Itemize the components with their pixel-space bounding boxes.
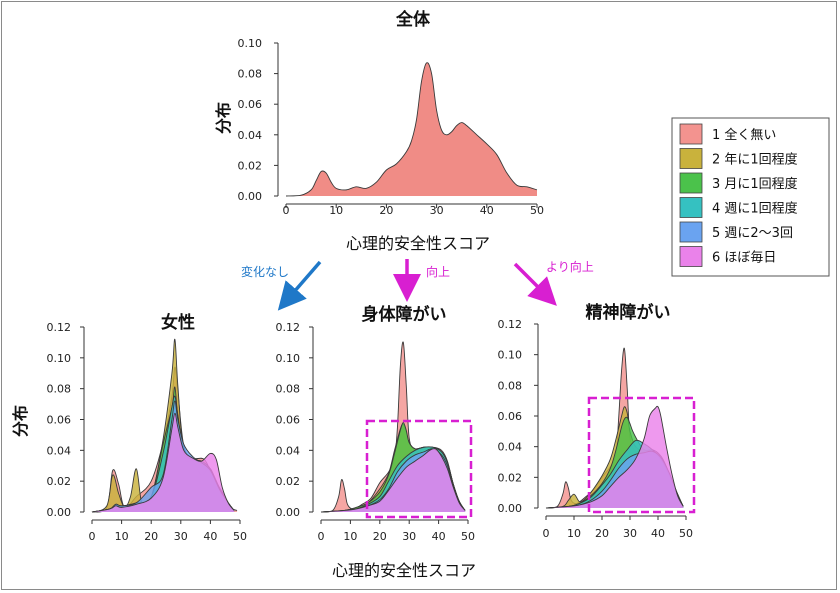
x-tick-label: 40 — [480, 204, 494, 217]
y-tick-label: 0.00 — [238, 190, 263, 203]
arrow-more-improved: より向上 — [513, 259, 594, 306]
y-tick-label: 0.04 — [238, 129, 263, 142]
y-tick-label: 0.08 — [276, 383, 301, 396]
legend-swatch — [679, 221, 703, 243]
x-tick-label: 40 — [432, 530, 446, 543]
density-area-series-6 — [92, 413, 235, 512]
y-tick-label: 0.00 — [498, 502, 523, 515]
y-tick-label: 0.02 — [47, 475, 72, 488]
x-tick-label: 0 — [318, 530, 325, 543]
legend-label: 5 週に2〜3回 — [712, 226, 793, 241]
y-tick-label: 0.10 — [47, 352, 72, 365]
x-tick-label: 30 — [430, 204, 444, 217]
y-tick-label: 0.06 — [238, 98, 263, 111]
panel-mental-disability: 精神障がい 0.00 0.02 0.04 0.06 0.08 0.10 0.12 0 10 20 3… — [498, 302, 694, 540]
x-tick-label: 20 — [379, 204, 393, 217]
density-line-series-1 — [285, 62, 538, 197]
legend-label: 6 ほぼ毎日 — [712, 250, 776, 266]
density-line-series-6 — [320, 448, 466, 513]
y-tick-label: 0.12 — [498, 318, 523, 331]
density-area-series-6 — [546, 406, 684, 508]
density-area-series-6 — [321, 448, 466, 512]
y-tick-label: 0.02 — [238, 159, 263, 172]
arrow-label: 向上 — [426, 264, 450, 279]
density-line-series-6 — [91, 412, 235, 513]
y-tick-label: 0.04 — [498, 441, 523, 454]
panel-title: 女性 — [161, 312, 195, 333]
highlight-box-physical — [365, 419, 473, 519]
y-tick-label: 0.06 — [498, 410, 523, 423]
x-tick-label: 50 — [233, 530, 247, 543]
y-tick-label: 0.12 — [47, 321, 72, 334]
x-tick-label: 40 — [651, 527, 665, 540]
x-tick-label: 50 — [461, 530, 475, 543]
legend-swatch — [679, 172, 703, 194]
legend: 1 全く無い 2 年に1回程度 3 月に1回程度 4 週に1回程度 5 週に2〜3回 6 … — [671, 117, 830, 277]
arrow-no-change: 変化なし — [241, 260, 322, 311]
x-tick-label: 10 — [567, 527, 581, 540]
panel-physical-disability: 身体障がい 心理的安全性スコア 0.00 0.02 0.04 0.06 0.08 0.10… — [276, 304, 477, 580]
x-tick-label: 30 — [623, 527, 637, 540]
y-axis-label: 分布 — [11, 405, 30, 437]
x-axis-label: 心理的安全性スコア — [332, 561, 476, 580]
density-line-series-6 — [545, 405, 684, 509]
y-tick-label: 0.00 — [276, 506, 301, 519]
x-tick-label: 20 — [144, 530, 158, 543]
x-tick-label: 30 — [402, 530, 416, 543]
x-tick-label: 10 — [329, 204, 343, 217]
legend-label: 3 月に1回程度 — [712, 176, 798, 192]
arrow-improved: 向上 — [393, 259, 450, 302]
y-tick-label: 0.04 — [47, 444, 72, 457]
y-tick-label: 0.06 — [276, 414, 301, 427]
panel-title: 身体障がい — [362, 304, 447, 325]
arrow-label: 変化なし — [241, 264, 289, 279]
x-tick-label: 20 — [373, 530, 387, 543]
panel-title: 全体 — [395, 9, 431, 30]
y-tick-label: 0.04 — [276, 444, 301, 457]
legend-swatch — [679, 246, 703, 267]
legend-swatch — [679, 123, 703, 145]
y-tick-label: 0.02 — [498, 471, 523, 484]
arrow-label: より向上 — [546, 259, 594, 274]
x-tick-label: 30 — [174, 530, 188, 543]
legend-swatch — [679, 197, 703, 218]
legend-label: 1 全く無い — [712, 127, 776, 143]
panel-title: 精神障がい — [586, 302, 671, 323]
panel-overall: 全体 分布 心理的安全性スコア 0.00 0.02 0.04 0.06 0.08 0.10… — [214, 9, 544, 253]
legend-label: 2 年に1回程度 — [712, 152, 798, 168]
legend-swatch — [679, 148, 703, 169]
x-tick-label: 10 — [343, 530, 357, 543]
y-tick-label: 0.08 — [498, 379, 523, 392]
y-tick-label: 0.06 — [47, 414, 72, 427]
x-tick-label: 0 — [283, 204, 290, 217]
y-tick-label: 0.10 — [276, 352, 301, 365]
x-tick-label: 0 — [543, 527, 550, 540]
x-tick-label: 20 — [595, 527, 609, 540]
x-tick-label: 10 — [115, 530, 129, 543]
x-tick-label: 50 — [530, 204, 544, 217]
y-tick-label: 0.08 — [47, 383, 72, 396]
y-tick-label: 0.08 — [238, 68, 263, 81]
x-tick-label: 50 — [679, 527, 693, 540]
legend-label: 4 週に1回程度 — [712, 201, 798, 217]
density-line-series-4 — [320, 446, 466, 513]
y-axis-label: 分布 — [214, 102, 233, 134]
x-axis-label: 心理的安全性スコア — [346, 234, 490, 253]
panel-women: 女性 分布 0.00 0.02 0.04 0.06 0.08 0.10 0.12 0 10 20 3… — [11, 312, 247, 543]
y-tick-label: 0.12 — [276, 321, 301, 334]
density-line-series-1 — [320, 341, 466, 513]
highlight-box-mental — [587, 396, 696, 514]
density-area-series-1 — [286, 62, 537, 196]
x-tick-label: 40 — [203, 530, 217, 543]
y-tick-label: 0.10 — [238, 37, 263, 50]
y-tick-label: 0.00 — [47, 506, 72, 519]
y-tick-label: 0.10 — [498, 349, 523, 362]
x-tick-label: 0 — [89, 530, 96, 543]
y-tick-label: 0.02 — [276, 475, 301, 488]
